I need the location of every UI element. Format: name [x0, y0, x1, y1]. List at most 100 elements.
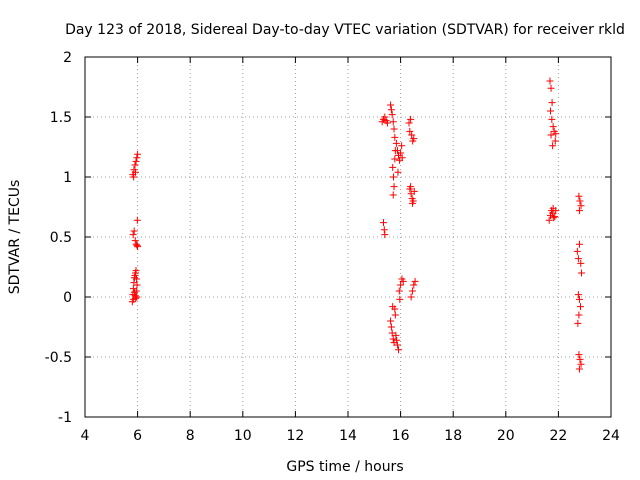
data-point — [405, 119, 413, 127]
data-point — [134, 243, 142, 251]
y-tick-label: 1.5 — [50, 110, 72, 126]
data-point — [577, 202, 585, 210]
data-point — [407, 115, 415, 123]
data-point — [550, 214, 558, 222]
data-point — [577, 360, 585, 368]
data-point — [390, 183, 398, 191]
data-point — [133, 241, 141, 249]
data-point — [392, 139, 400, 147]
data-point — [397, 149, 405, 157]
data-point — [575, 351, 583, 359]
grid-layer — [85, 57, 611, 417]
data-points — [128, 77, 586, 373]
data-point — [391, 311, 399, 319]
data-point — [407, 293, 415, 301]
data-point — [392, 331, 400, 339]
data-point — [388, 111, 396, 119]
x-tick-label: 18 — [444, 428, 462, 444]
data-point — [548, 99, 556, 107]
data-point — [394, 346, 402, 354]
data-point — [390, 125, 398, 133]
data-point — [575, 240, 583, 248]
data-point — [133, 154, 141, 162]
data-point — [132, 287, 140, 295]
data-point — [380, 226, 388, 234]
data-point — [574, 319, 582, 327]
y-axis-label: SDTVAR / TECUs — [7, 180, 23, 295]
data-point — [129, 231, 137, 239]
data-point — [575, 295, 583, 303]
data-point — [133, 293, 141, 301]
data-point — [389, 163, 397, 171]
data-point — [130, 227, 138, 235]
data-point — [132, 267, 140, 275]
y-tick-label: 0 — [63, 290, 72, 306]
data-point — [387, 106, 395, 114]
data-point — [383, 119, 391, 127]
data-point — [411, 277, 419, 285]
data-point — [575, 192, 583, 200]
data-point — [574, 255, 582, 263]
data-point — [133, 281, 141, 289]
data-point — [398, 142, 406, 150]
data-point — [547, 131, 555, 139]
x-tick-label: 16 — [392, 428, 410, 444]
x-tick-label: 10 — [234, 428, 252, 444]
data-point — [551, 137, 559, 145]
x-axis-label: GPS time / hours — [286, 459, 403, 475]
data-point — [393, 336, 401, 344]
data-point — [389, 303, 397, 311]
x-tick-label: 24 — [602, 428, 620, 444]
data-point — [578, 269, 586, 277]
data-point — [132, 294, 140, 302]
data-point — [549, 204, 557, 212]
data-point — [574, 291, 582, 299]
x-tick-label: 14 — [339, 428, 357, 444]
data-point — [131, 161, 139, 169]
data-point — [573, 247, 581, 255]
data-point — [576, 303, 584, 311]
data-point — [575, 311, 583, 319]
data-point — [407, 183, 415, 191]
data-point — [132, 157, 140, 165]
data-point — [576, 355, 584, 363]
data-point — [389, 118, 397, 126]
data-point — [551, 213, 559, 221]
y-tick-label: -1 — [58, 410, 72, 426]
data-point — [394, 168, 402, 176]
data-point — [391, 155, 399, 163]
data-point — [399, 277, 407, 285]
tick-marks — [84, 56, 612, 418]
data-point — [389, 335, 397, 343]
x-tick-label: 6 — [133, 428, 142, 444]
data-point — [381, 231, 389, 239]
data-point — [130, 173, 138, 181]
data-point — [548, 115, 556, 123]
data-point — [547, 84, 555, 92]
data-point — [387, 101, 395, 109]
x-tick-label: 8 — [186, 428, 195, 444]
x-tick-label: 22 — [549, 428, 567, 444]
data-point — [410, 281, 418, 289]
data-point — [134, 150, 142, 158]
data-point — [389, 173, 397, 181]
data-point — [398, 154, 406, 162]
data-point — [549, 142, 557, 150]
y-tick-labels: -1 -0.5 0 0.5 1 1.5 2 — [45, 50, 72, 426]
data-point — [395, 287, 403, 295]
data-point — [396, 295, 404, 303]
x-tick-labels: 4 6 8 10 12 14 16 18 20 22 24 — [81, 428, 620, 444]
y-tick-label: 2 — [63, 50, 72, 66]
data-point — [389, 191, 397, 199]
data-point — [133, 216, 141, 224]
data-point — [546, 77, 554, 85]
y-tick-label: 0.5 — [50, 230, 72, 246]
data-point — [545, 216, 553, 224]
data-point — [131, 168, 139, 176]
data-point — [393, 341, 401, 349]
x-tick-label: 12 — [286, 428, 304, 444]
data-point — [410, 135, 418, 143]
y-tick-label: -0.5 — [45, 350, 72, 366]
